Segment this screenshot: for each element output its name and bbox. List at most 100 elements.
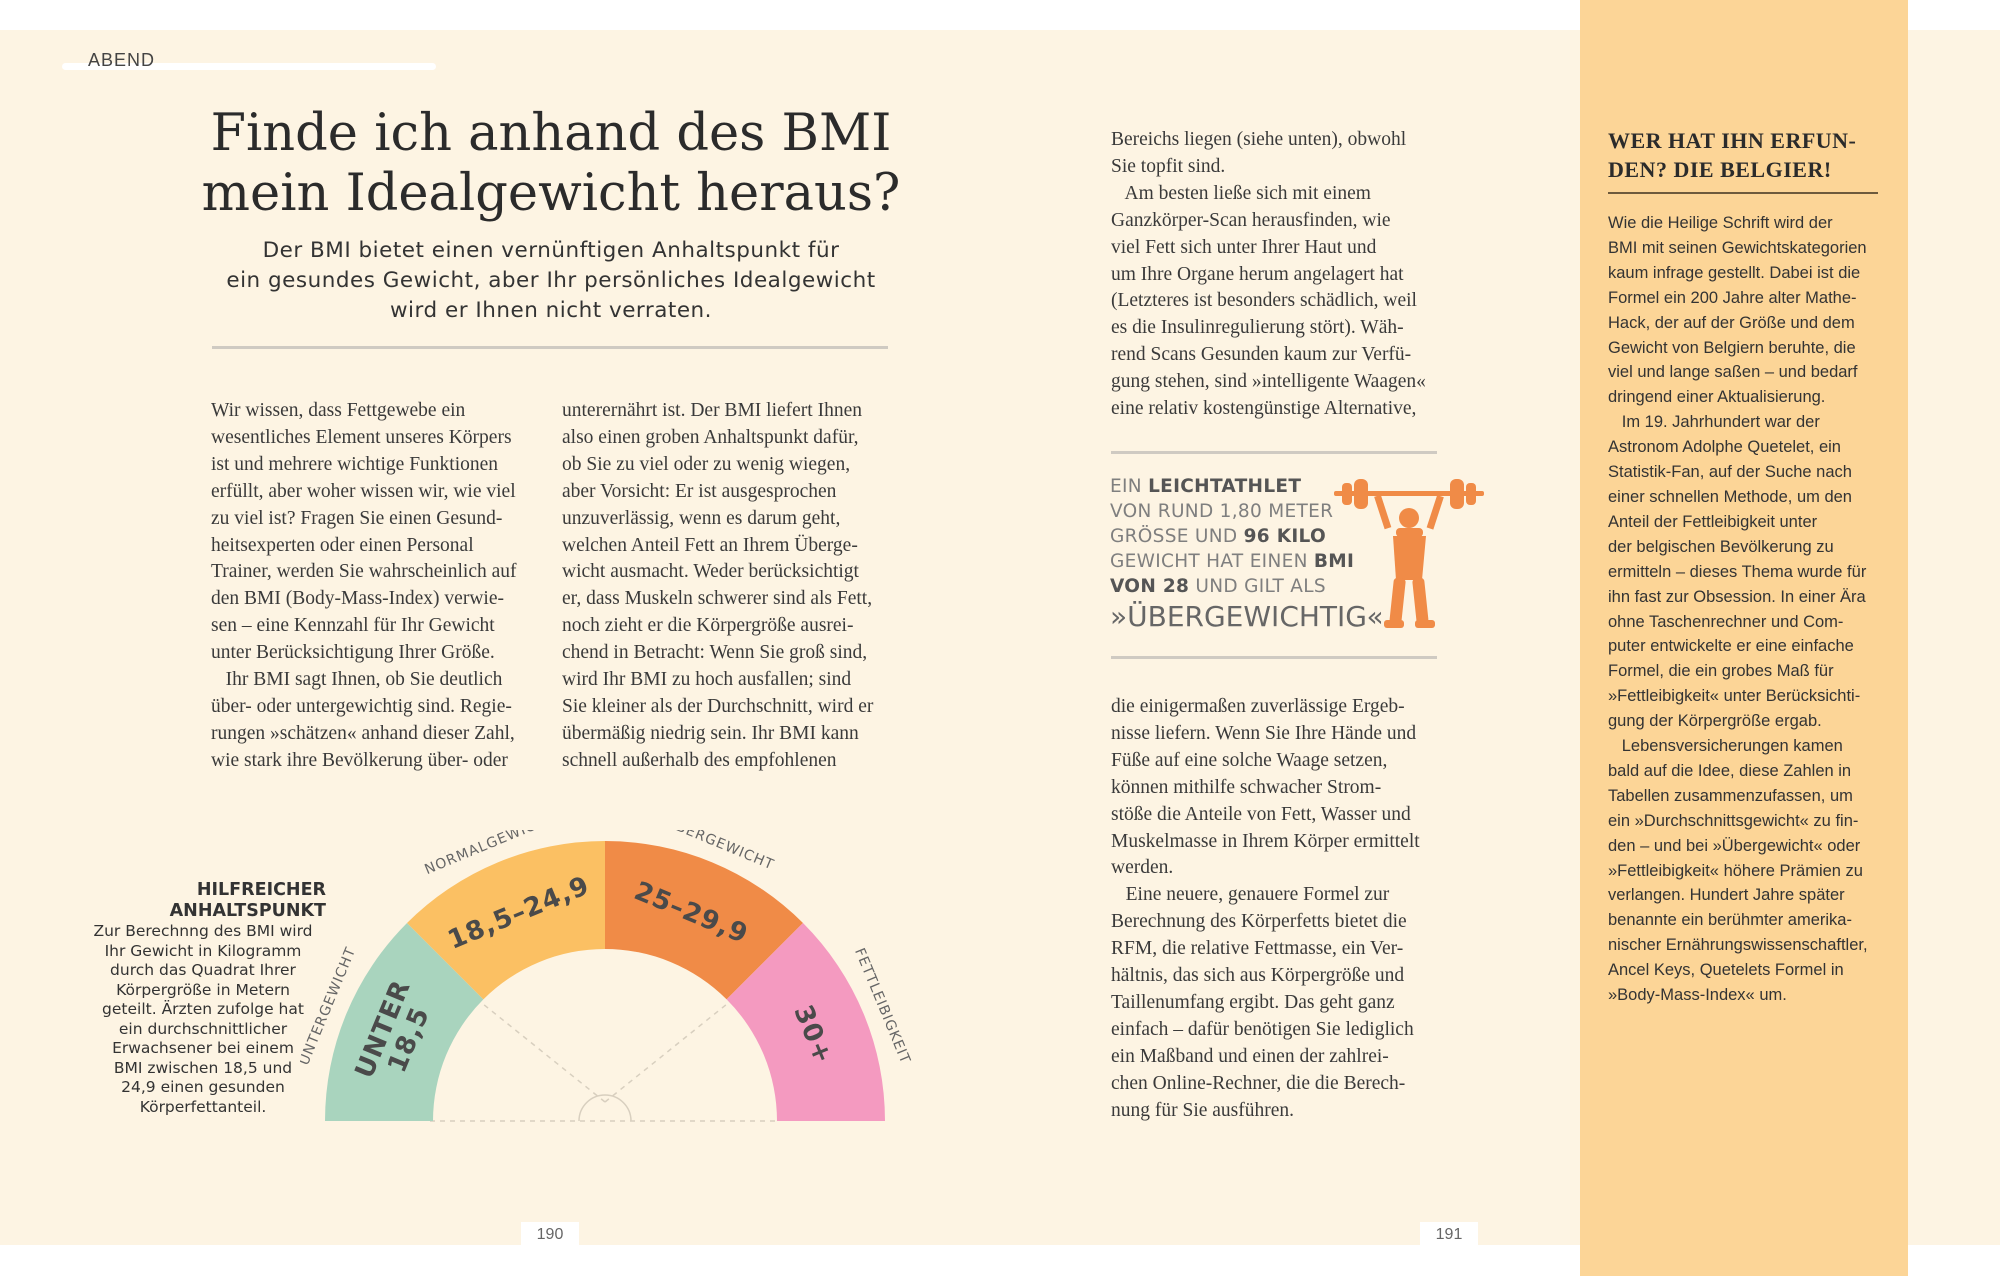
text-line: Astronom Adolphe Quetelet, ein: [1608, 438, 1841, 457]
text-line: können mithilfe schwacher Strom-: [1111, 776, 1382, 798]
text-line: heitsexperten oder einen Personal: [211, 534, 474, 556]
text-line: sen – eine Kennzahl für Ihr Gewicht: [211, 615, 495, 637]
text-line: Wir wissen, dass Fettgewebe ein: [211, 400, 466, 421]
athlete-text-emphasis: »ÜBERGEWICHTIG«.: [1110, 600, 1393, 633]
text-line: durch das Quadrat Ihrer: [110, 961, 296, 979]
text-line: Taillenumfang ergibt. Das geht ganz: [1111, 991, 1395, 1013]
text-line: rend Scans Gesunden kaum zur Verfü-: [1111, 344, 1412, 366]
sidebar-title-rule: [1608, 192, 1878, 194]
text-line: unzuverlässig, wenn es darum geht,: [562, 507, 841, 529]
help-title-line: ANHALTSPUNKT: [169, 901, 326, 921]
text-line: um Ihre Organe herum angelagert hat: [1111, 263, 1404, 285]
text-line: es die Insulinregulierung stört). Wäh-: [1111, 317, 1404, 339]
page-number-right: 191: [1420, 1222, 1478, 1248]
athlete-text: GEWICHT HAT EINEN: [1110, 551, 1314, 572]
text-line: chen Online-Rechner, die die Berech-: [1111, 1072, 1406, 1094]
sidebar-text: Wie die Heilige Schrift wird der BMI mit …: [1608, 211, 1868, 1008]
help-title-line: HILFREICHER: [196, 880, 326, 900]
callout-divider-bottom: [1111, 656, 1437, 659]
text-line: puter entwickelte er eine einfache: [1608, 637, 1854, 656]
text-line: (Letzteres ist besonders schädlich, weil: [1111, 290, 1417, 312]
text-line: unterernährt ist. Der BMI liefert Ihnen: [562, 400, 862, 421]
text-line: Sie topfit sind.: [1111, 155, 1226, 177]
athlete-callout: EIN LEICHTATHLET VON RUND 1,80 METER GRÖ…: [1110, 474, 1393, 635]
text-line: Ihr BMI sagt Ihnen, ob Sie deutlich: [211, 669, 503, 691]
athlete-text-bold: 96 KILO: [1243, 526, 1326, 547]
text-line: Gewicht von Belgiern beruhte, die: [1608, 338, 1856, 357]
text-line: wie stark ihre Bevölkerung über- oder: [211, 749, 508, 771]
body-column-2: unterernährt ist. Der BMI liefert Ihnen a…: [562, 398, 873, 775]
help-text: Zur Berechnng des BMI wird Ihr Gewicht in…: [80, 922, 326, 1117]
callout-divider-top: [1111, 451, 1437, 454]
text-line: verlangen. Hundert Jahre später: [1608, 886, 1845, 905]
text-line: BMI zwischen 18,5 und: [113, 1058, 293, 1077]
gauge-segment: [407, 841, 605, 1000]
bmi-gauge: UNTER18,5UNTERGEWICHT18,5–24,9NORMALGEWI…: [300, 830, 913, 1122]
text-line: Füße auf eine solche Waage setzen,: [1111, 749, 1388, 771]
text-line: RFM, die relative Fettmasse, ein Ver-: [1111, 938, 1404, 960]
text-line: viel Fett sich unter Ihrer Haut und: [1111, 236, 1377, 258]
text-line: erfüllt, aber woher wissen wir, wie viel: [211, 480, 516, 502]
text-line: ein durchschnittlicher: [118, 1019, 288, 1038]
text-line: Zur Berechnng des BMI wird: [93, 922, 313, 940]
text-line: dringend einer Aktualisierung.: [1608, 388, 1826, 407]
section-underline: [62, 63, 436, 70]
text-line: ein Maßband und einen der zahlrei-: [1111, 1045, 1389, 1067]
text-line: Formel, die ein grobes Maß für: [1608, 662, 1834, 681]
text-line: Statistik-Fan, auf der Suche nach: [1608, 463, 1852, 482]
gauge-hub: [578, 1094, 632, 1122]
text-line: nisse liefern. Wenn Sie Ihre Hände und: [1111, 722, 1417, 744]
weightlifter-icon: [1334, 479, 1484, 628]
section-label: ABEND: [88, 50, 156, 70]
text-line: ermitteln – dieses Thema wurde für: [1608, 562, 1867, 581]
text-line: Erwachsener bei einem: [112, 1039, 294, 1057]
text-line: aber Vorsicht: Er ist ausgesprochen: [562, 480, 837, 502]
athlete-text: VON RUND 1,80 METER: [1110, 501, 1334, 522]
athlete-text: UND GILT ALS: [1189, 576, 1326, 597]
text-line: einfach – dafür benötigen Sie lediglich: [1111, 1018, 1414, 1040]
text-line: Im 19. Jahrhundert war der: [1608, 413, 1820, 432]
text-line: Berechnung des Körperfetts bietet die: [1111, 911, 1407, 933]
text-line: bald auf die Idee, diese Zahlen in: [1608, 761, 1852, 780]
body-column-3-top: Bereichs liegen (siehe unten), obwohl Sie…: [1111, 127, 1426, 423]
text-line: übermäßig niedrig sein. Ihr BMI kann: [562, 722, 859, 744]
subtitle-line: Der BMI bietet einen vernünftigen Anhalt…: [262, 238, 840, 263]
text-line: werden.: [1111, 857, 1174, 879]
text-line: Am besten ließe sich mit einem: [1111, 182, 1371, 204]
body-column-3-bottom: die einigermaßen zuverlässige Ergeb-niss…: [1111, 694, 1420, 1125]
athlete-text-bold: VON 28: [1110, 576, 1190, 597]
text-line: Eine neuere, genauere Formel zur: [1111, 884, 1390, 906]
text-line: Muskelmasse in Ihrem Körper ermittelt: [1111, 830, 1420, 852]
text-line: kaum infrage gestellt. Dabei ist die: [1608, 263, 1861, 282]
gauge-segment: [726, 923, 885, 1121]
text-line: benannte ein berühmter amerika-: [1608, 911, 1852, 930]
sidebar-panel: [1580, 0, 1908, 1276]
text-line: ein »Durchschnittsgewicht« zu fin-: [1608, 811, 1859, 830]
text-line: nischer Ernährungswissenschaftler,: [1608, 936, 1868, 955]
text-line: 24,9 einen gesunden: [121, 1078, 285, 1096]
text-line: den BMI (Body-Mass-Index) verwie-: [211, 588, 504, 610]
athlete-text: EIN: [1110, 476, 1149, 497]
text-line: Anteil der Fettleibigkeit unter: [1608, 512, 1818, 531]
text-line: viel und lange saßen – und bedarf: [1608, 363, 1858, 382]
gauge-segment: [605, 841, 803, 1000]
text-line: Ganzkörper-Scan herausfinden, wie: [1111, 209, 1391, 231]
help-title: HILFREICHER ANHALTSPUNKT: [80, 880, 326, 922]
page-number-left: 190: [521, 1222, 579, 1248]
sidebar-title: WER HAT IHN ERFUN- DEN? DIE BELGIER!: [1608, 128, 1857, 182]
text-line: Körpergröße in Metern: [116, 980, 290, 999]
text-line: »Fettleibigkeit« unter Berücksichti-: [1608, 687, 1861, 706]
text-line: zu viel ist? Fragen Sie einen Gesund-: [211, 507, 503, 529]
page-title: Finde ich anhand des BMI mein Idealgewic…: [201, 104, 901, 223]
subtitle-line: ein gesundes Gewicht, aber Ihr persönlic…: [226, 268, 876, 293]
text-line: ob Sie zu viel oder zu wenig wiegen,: [562, 453, 851, 475]
text-line: gung stehen, sind »intelligente Waagen«: [1111, 371, 1426, 393]
gauge-guide-line: [604, 1003, 728, 1103]
text-line: schnell außerhalb des empfohlenen: [562, 749, 837, 771]
text-line: »Fettleibigkeit« höhere Prämien zu: [1608, 861, 1863, 880]
text-line: chend in Betracht: Wenn Sie groß sind,: [562, 642, 868, 664]
text-line: Ihr Gewicht in Kilogramm: [104, 941, 302, 960]
text-line: ohne Taschenrechner und Com-: [1608, 612, 1844, 631]
text-line: Formel ein 200 Jahre alter Mathe-: [1608, 288, 1857, 307]
text-line: Trainer, werden Sie wahrscheinlich auf: [211, 561, 517, 583]
